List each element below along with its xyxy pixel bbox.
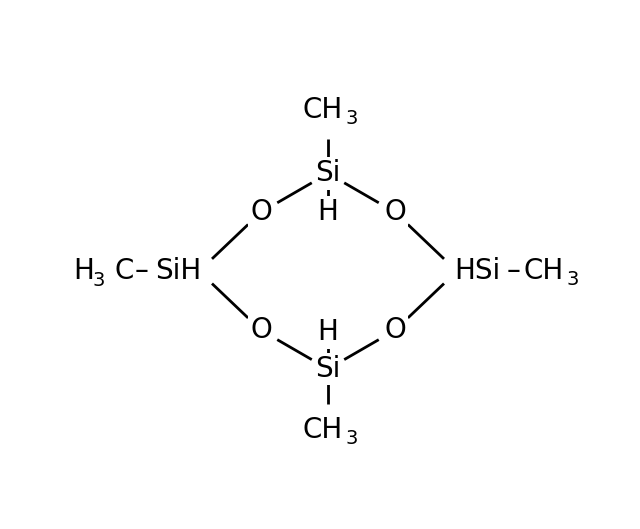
Text: Si: Si <box>316 159 340 187</box>
Text: H: H <box>317 198 339 226</box>
Text: H: H <box>317 318 339 346</box>
Text: CH: CH <box>524 257 564 285</box>
Text: 3: 3 <box>93 271 105 290</box>
Text: H: H <box>73 257 94 285</box>
Text: –: – <box>135 257 149 285</box>
Text: Si: Si <box>316 355 340 383</box>
Text: SiH: SiH <box>156 257 202 285</box>
Text: HSi: HSi <box>454 257 500 285</box>
Text: CH: CH <box>303 416 343 444</box>
Text: 3: 3 <box>566 270 579 289</box>
Text: O: O <box>384 316 406 344</box>
Text: CH: CH <box>303 96 343 124</box>
Text: O: O <box>250 316 272 344</box>
Text: C: C <box>115 257 134 285</box>
Text: –: – <box>507 257 521 285</box>
Text: O: O <box>384 198 406 226</box>
Text: 3: 3 <box>346 109 358 128</box>
Text: O: O <box>250 198 272 226</box>
Text: 3: 3 <box>346 428 358 448</box>
